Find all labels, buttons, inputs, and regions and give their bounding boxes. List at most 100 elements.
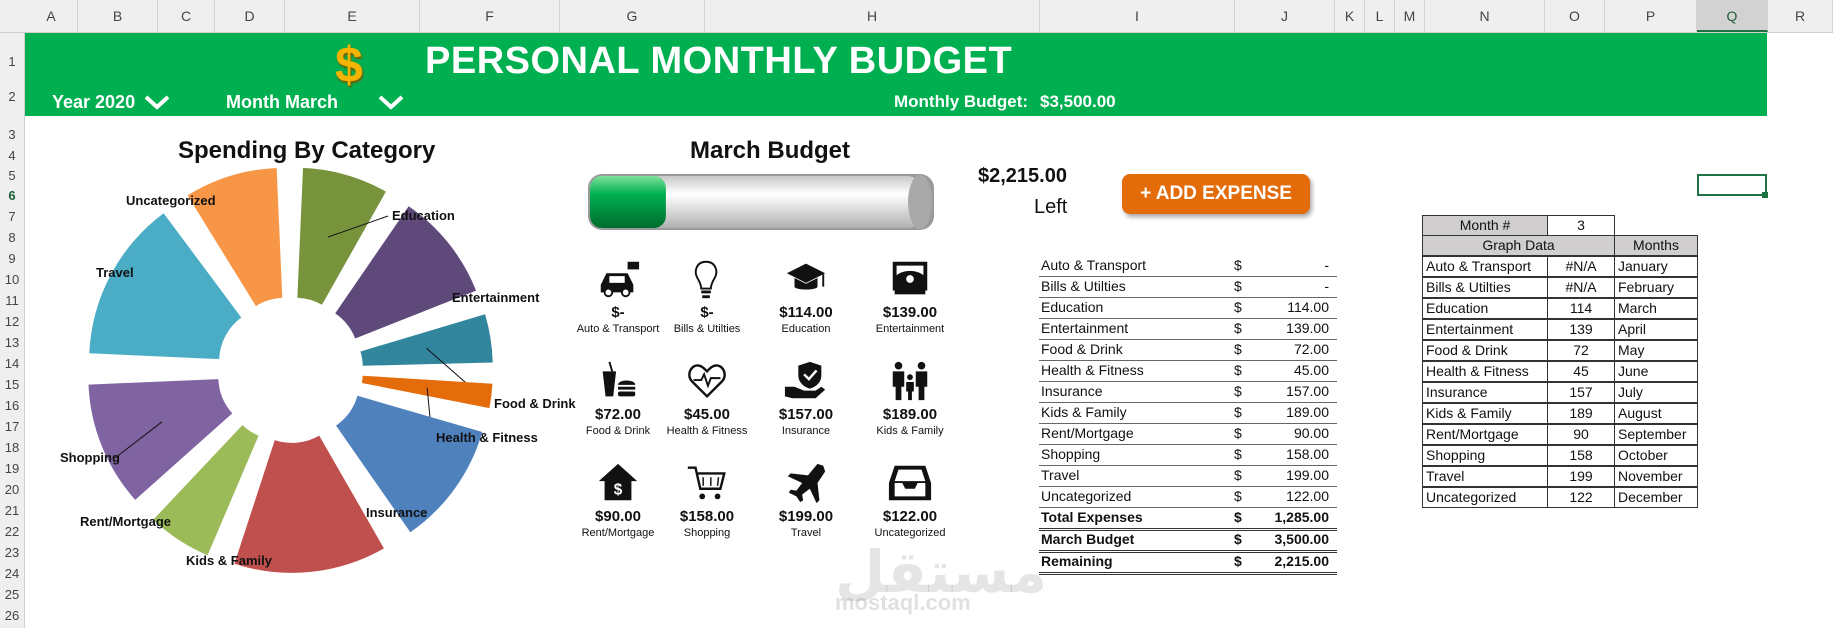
graph-data-header[interactable]: Graph Data [1422,235,1615,256]
month-chevron-down-icon[interactable] [376,92,406,112]
expense-row[interactable]: Insurance $157.00 [1039,381,1337,403]
column-header-j[interactable]: J [1235,0,1335,32]
column-header-o[interactable]: O [1545,0,1605,32]
column-header-f[interactable]: F [420,0,560,32]
row-header-14[interactable]: 14 [4,356,20,371]
graph-category-cell[interactable]: Uncategorized [1422,487,1548,508]
expense-row[interactable]: Uncategorized $122.00 [1039,486,1337,508]
column-header-e[interactable]: E [285,0,420,32]
month-dropdown-label[interactable]: Month March [226,92,338,112]
column-header-h[interactable]: H [705,0,1040,32]
column-header-c[interactable]: C [158,0,215,32]
category-cell[interactable]: $- Auto & Transport [563,256,673,335]
add-expense-button[interactable]: + ADD EXPENSE [1122,174,1310,214]
column-header-a[interactable]: A [25,0,78,32]
expense-row[interactable]: Shopping $158.00 [1039,444,1337,466]
column-header-r[interactable]: R [1768,0,1833,32]
graph-value-cell[interactable]: 45 [1547,361,1615,382]
graph-category-cell[interactable]: Health & Fitness [1422,361,1548,382]
graph-month-cell[interactable]: October [1614,445,1698,466]
expense-row[interactable]: Bills & Utilties $ - [1039,276,1337,298]
row-header-23[interactable]: 23 [4,545,20,560]
graph-value-cell[interactable]: #N/A [1547,256,1615,277]
row-header-7[interactable]: 7 [8,209,16,224]
expense-row[interactable]: Entertainment $139.00 [1039,318,1337,340]
expense-row[interactable]: Remaining $2,215.00 [1039,551,1337,575]
row-header-13[interactable]: 13 [4,335,20,350]
row-header-19[interactable]: 19 [4,461,20,476]
row-header-15[interactable]: 15 [4,377,20,392]
row-header-16[interactable]: 16 [4,398,20,413]
row-header-11[interactable]: 11 [5,293,19,308]
expense-row[interactable]: March Budget $3,500.00 [1039,529,1337,553]
row-header-12[interactable]: 12 [4,314,20,329]
row-header-5[interactable]: 5 [8,168,16,183]
expense-row[interactable]: Education $114.00 [1039,297,1337,319]
row-header-9[interactable]: 9 [8,251,16,266]
selected-cell[interactable] [1697,174,1767,196]
category-cell[interactable]: $114.00 Education [751,256,861,335]
graph-category-cell[interactable]: Bills & Utilties [1422,277,1548,298]
expense-row[interactable]: Kids & Family $189.00 [1039,402,1337,424]
graph-value-cell[interactable]: 158 [1547,445,1615,466]
column-header-m[interactable]: M [1395,0,1425,32]
graph-month-cell[interactable]: January [1614,256,1698,277]
category-cell[interactable]: $139.00 Entertainment [855,256,965,335]
row-header-10[interactable]: 10 [4,272,20,287]
graph-value-cell[interactable]: 90 [1547,424,1615,445]
graph-category-cell[interactable]: Travel [1422,466,1548,487]
column-header-n[interactable]: N [1425,0,1545,32]
row-header-24[interactable]: 24 [4,566,20,581]
row-header-8[interactable]: 8 [8,230,16,245]
graph-value-cell[interactable]: 199 [1547,466,1615,487]
graph-month-cell[interactable]: December [1614,487,1698,508]
graph-category-cell[interactable]: Shopping [1422,445,1548,466]
category-cell[interactable]: $72.00 Food & Drink [563,358,673,437]
row-header-1[interactable]: 1 [8,54,16,69]
graph-value-cell[interactable]: 114 [1547,298,1615,319]
months-header[interactable]: Months [1614,235,1698,256]
graph-month-cell[interactable]: November [1614,466,1698,487]
graph-value-cell[interactable]: 122 [1547,487,1615,508]
expense-row[interactable]: Rent/Mortgage $90.00 [1039,423,1337,445]
row-header-17[interactable]: 17 [4,419,20,434]
graph-category-cell[interactable]: Auto & Transport [1422,256,1548,277]
row-header-6[interactable]: 6 [8,188,16,203]
graph-month-cell[interactable]: June [1614,361,1698,382]
month-number-value[interactable]: 3 [1547,215,1615,236]
column-header-l[interactable]: L [1365,0,1395,32]
category-cell[interactable]: $45.00 Health & Fitness [652,358,762,437]
category-cell[interactable]: $158.00 Shopping [652,460,762,539]
expense-row[interactable]: Food & Drink $72.00 [1039,339,1337,361]
row-header-25[interactable]: 25 [4,587,20,602]
row-header-26[interactable]: 26 [4,608,20,623]
graph-month-cell[interactable]: April [1614,319,1698,340]
graph-month-cell[interactable]: March [1614,298,1698,319]
column-header-b[interactable]: B [78,0,158,32]
graph-value-cell[interactable]: 189 [1547,403,1615,424]
row-header-20[interactable]: 20 [4,482,20,497]
column-header-p[interactable]: P [1605,0,1697,32]
graph-month-cell[interactable]: May [1614,340,1698,361]
category-cell[interactable]: $157.00 Insurance [751,358,861,437]
row-header-2[interactable]: 2 [8,89,16,104]
graph-month-cell[interactable]: August [1614,403,1698,424]
month-number-label[interactable]: Month # [1422,215,1548,236]
graph-category-cell[interactable]: Entertainment [1422,319,1548,340]
expense-row[interactable]: Travel $199.00 [1039,465,1337,487]
graph-category-cell[interactable]: Kids & Family [1422,403,1548,424]
column-header-i[interactable]: I [1040,0,1235,32]
category-cell[interactable]: $ $90.00 Rent/Mortgage [563,460,673,539]
graph-category-cell[interactable]: Insurance [1422,382,1548,403]
graph-month-cell[interactable]: July [1614,382,1698,403]
row-header-18[interactable]: 18 [4,440,20,455]
year-dropdown-label[interactable]: Year 2020 [52,92,136,112]
category-cell[interactable]: $122.00 Uncategorized [855,460,965,539]
row-header-3[interactable]: 3 [8,127,16,142]
category-cell[interactable]: $- Bills & Utilties [652,256,762,335]
expense-row[interactable]: Health & Fitness $45.00 [1039,360,1337,382]
row-header-4[interactable]: 4 [8,148,16,163]
fill-handle[interactable] [1762,192,1768,198]
graph-value-cell[interactable]: 139 [1547,319,1615,340]
category-cell[interactable]: $199.00 Travel [751,460,861,539]
